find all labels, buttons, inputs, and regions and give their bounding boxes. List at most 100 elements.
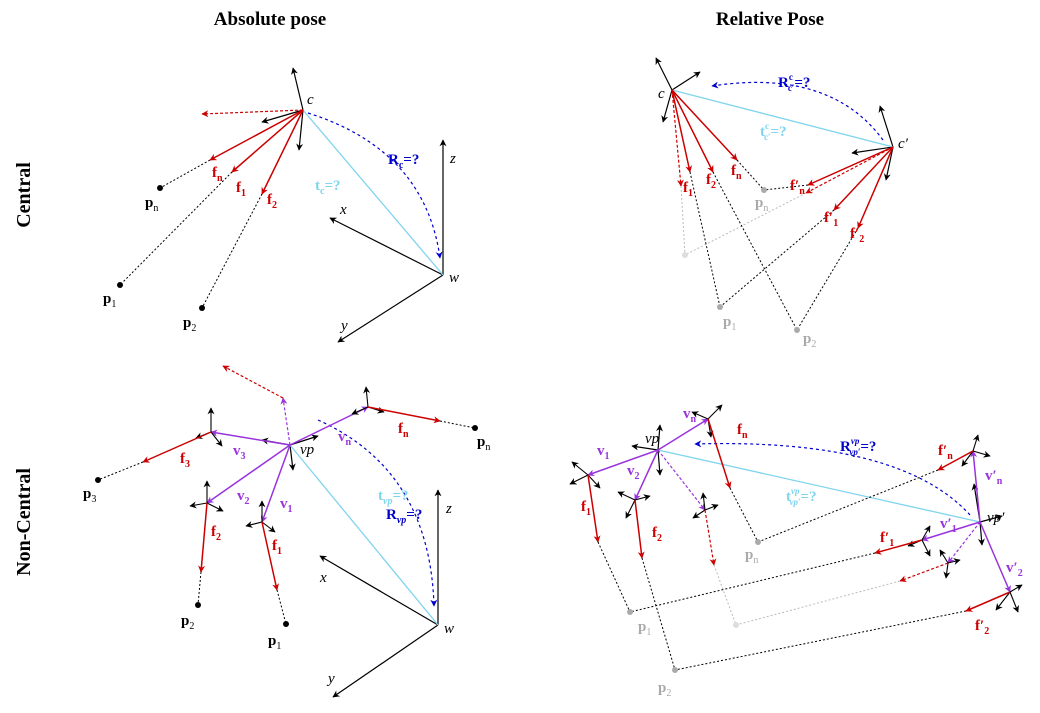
- label-camera-cp: c′: [898, 136, 909, 152]
- label-f1p: f′1: [824, 210, 838, 229]
- camera-c-axis-right: [671, 71, 701, 91]
- label-vn: vn: [683, 406, 697, 425]
- label-camera-c: c: [307, 92, 314, 108]
- label-fn: fn: [398, 421, 409, 440]
- frame-vnp: [961, 434, 991, 467]
- camera-axis-left: [261, 109, 304, 124]
- vector-v2: [634, 449, 659, 501]
- bearing-fn: [367, 406, 441, 424]
- label-axis-x: x: [339, 202, 347, 218]
- bearing-c-f1: [671, 89, 693, 173]
- vector-v1: [260, 444, 291, 523]
- point-hidden: [682, 252, 688, 258]
- ray-cp-hidden: [684, 192, 807, 256]
- label-vn: vn: [338, 429, 352, 448]
- label-axis-x: x: [319, 570, 327, 586]
- point-p1: [117, 282, 123, 288]
- bearing-f2p: [965, 591, 1011, 612]
- frame-hiddenp: [939, 549, 961, 579]
- camera-cp-axis-down: [883, 146, 894, 181]
- vpp-axis-right: [979, 514, 1003, 523]
- vector-v1p: [921, 521, 981, 542]
- label-f2p: f′2: [975, 618, 989, 637]
- label-f2: f2: [706, 172, 716, 191]
- relative-translation-line: [657, 449, 981, 523]
- label-f1p: f′1: [880, 530, 894, 549]
- point-p3: [95, 477, 101, 483]
- label-pn: pn: [477, 434, 490, 453]
- ray-p1: [276, 589, 287, 625]
- label-vpp: vp′: [987, 510, 1005, 526]
- label-relative-rotation: Rvp vp′=?: [840, 436, 876, 457]
- bearing-c-fn: [671, 89, 738, 161]
- vector-hidden: [280, 397, 291, 446]
- label-f3: f3: [180, 451, 190, 470]
- rotation-arrow: [307, 112, 443, 259]
- bearing-cp-f2p: [857, 146, 894, 229]
- ray-c-hidden: [680, 185, 686, 256]
- camera-c-axis-up: [655, 57, 673, 91]
- bearing-cp-dashed: [805, 146, 894, 194]
- label-fnp: f′n: [938, 443, 953, 462]
- point-pn: [761, 187, 767, 193]
- label-camera-c: c: [658, 86, 665, 102]
- label-f1: f1: [683, 180, 693, 199]
- vp-axis-down: [656, 449, 663, 476]
- point-p2: [195, 602, 201, 608]
- label-f2: f2: [211, 524, 221, 543]
- bearing-hidden: [222, 365, 284, 399]
- camera-cp-axis-up: [878, 105, 894, 148]
- camera-cp-axis-left: [851, 146, 894, 156]
- label-f2: f2: [652, 525, 662, 544]
- label-axis-y: y: [339, 318, 348, 334]
- label-fnp: f′n: [790, 178, 805, 197]
- ray-c-pn: [736, 159, 765, 191]
- row-label-noncentral: Non-Central: [13, 468, 35, 576]
- label-pn: pn: [755, 195, 768, 214]
- ray-p3: [97, 461, 144, 481]
- ray-f2-p2: [641, 557, 676, 671]
- bearing-f2: [634, 499, 645, 559]
- panel-absolute-central: c z x y w Rc=? tc=? fn f1 f2 pn p1 p2: [103, 67, 459, 343]
- row-label-central: Central: [13, 162, 35, 228]
- ray-p2: [201, 193, 263, 309]
- camera-axis-down: [296, 109, 304, 151]
- relative-translation-line: [671, 89, 894, 148]
- label-p3: p3: [83, 486, 96, 505]
- header-absolute-pose: Absolute pose: [214, 9, 326, 30]
- label-f2p: f′2: [850, 226, 864, 245]
- point-p2: [199, 305, 205, 311]
- label-translation: tc=?: [315, 178, 341, 197]
- vp-axis-up: [656, 424, 663, 451]
- label-p1: p1: [268, 633, 281, 652]
- ray-fn-pn: [729, 487, 759, 543]
- label-v3: v3: [233, 443, 246, 462]
- bearing-f1p: [874, 539, 923, 555]
- bearing-fn: [707, 418, 732, 489]
- vp-axis-left: [631, 443, 659, 451]
- ray-p2: [197, 571, 202, 606]
- point-pn: [157, 185, 163, 191]
- frame-v3: [195, 407, 223, 447]
- bearing-f2: [261, 109, 304, 195]
- ray-f1-p1: [597, 541, 631, 613]
- bearing-f1: [231, 109, 304, 173]
- point-p1: [283, 621, 289, 627]
- label-v1: v1: [280, 496, 293, 515]
- ray-pn: [439, 420, 476, 429]
- ray-cp-p1: [719, 209, 835, 308]
- ray-p1: [119, 171, 233, 286]
- frame-vn: [691, 404, 723, 438]
- label-v2: v2: [237, 488, 250, 507]
- label-f1: f1: [272, 538, 282, 557]
- label-f1: f1: [581, 499, 591, 518]
- label-p1: p1: [723, 314, 736, 333]
- vpp-axis-down: [977, 521, 985, 546]
- bearing-f1: [261, 521, 280, 591]
- world-axis-x: [319, 555, 439, 626]
- label-vp: vp: [645, 431, 660, 447]
- world-axis-y: [332, 624, 439, 698]
- bearing-cp-f1p: [833, 146, 894, 211]
- vector-vnp: [970, 450, 981, 523]
